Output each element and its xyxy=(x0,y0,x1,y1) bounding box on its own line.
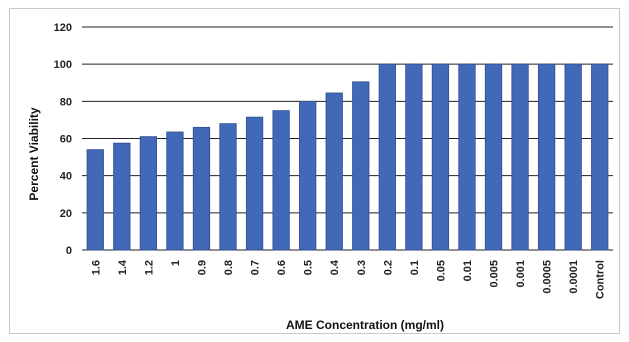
bar xyxy=(325,92,343,251)
bar xyxy=(272,110,290,251)
x-tick-labels: 1.6 1.4 1.2 1 0.9 0.8 0.7 0.6 0.5 0.4 0.3 0.2 0.1 0.0… xyxy=(90,259,606,299)
bar xyxy=(511,63,529,251)
y-tick-labels: 0 20 40 60 80 100 120 xyxy=(54,22,72,257)
y-tick-label: 0 xyxy=(66,245,72,257)
bar xyxy=(219,123,237,251)
x-tick-label: Control xyxy=(595,260,607,299)
y-axis-title: Percent Viability xyxy=(27,107,41,200)
y-tick-label: 80 xyxy=(60,96,72,108)
x-tick-label: 0.9 xyxy=(196,260,208,275)
bar xyxy=(564,63,582,251)
x-tick-label: 0.01 xyxy=(462,260,474,281)
y-tick-label: 60 xyxy=(60,134,72,146)
x-tick-label: 1 xyxy=(170,260,182,266)
bar xyxy=(192,126,211,251)
x-tick-label: 0.6 xyxy=(276,260,288,275)
x-tick-label: 0.0005 xyxy=(542,260,554,294)
x-tick-label: 0.0001 xyxy=(568,260,580,294)
y-tick-label: 120 xyxy=(54,22,72,34)
bar xyxy=(591,63,609,251)
bar xyxy=(405,63,423,251)
bars xyxy=(86,63,609,251)
x-tick-label: 0.2 xyxy=(382,260,394,275)
x-tick-label: 0.005 xyxy=(489,260,501,288)
x-tick-label: 0.1 xyxy=(409,260,421,275)
bar-chart: 0 20 40 60 80 100 120 1.6 1.4 1.2 1 0.9 0.8 0.7 0.6 0.… xyxy=(27,22,613,332)
x-tick-label: 1.2 xyxy=(143,260,155,275)
x-tick-label: 0.7 xyxy=(250,260,262,275)
bar xyxy=(113,142,131,251)
x-tick-label: 0.5 xyxy=(303,260,315,275)
y-tick-label: 40 xyxy=(60,171,72,183)
x-tick-label: 0.05 xyxy=(435,260,447,281)
x-tick-label: 1.4 xyxy=(117,259,129,275)
bar xyxy=(139,136,158,251)
x-tick-label: 0.001 xyxy=(515,260,527,288)
bar xyxy=(166,131,184,251)
bar xyxy=(537,63,556,251)
x-tick-label: 1.6 xyxy=(90,260,102,275)
bar xyxy=(352,81,370,251)
y-tick-label: 100 xyxy=(54,59,72,71)
x-tick-label: 0.4 xyxy=(329,259,341,275)
chart-frame: 0 20 40 60 80 100 120 1.6 1.4 1.2 1 0.9 0.8 0.7 0.6 0.… xyxy=(9,8,620,334)
bar xyxy=(378,63,396,251)
x-axis-title: AME Concentration (mg/ml) xyxy=(286,318,444,332)
bar xyxy=(86,149,104,251)
bar xyxy=(431,63,450,251)
x-tick-label: 0.8 xyxy=(223,260,235,275)
bar xyxy=(245,116,264,251)
bar xyxy=(458,63,476,251)
gridlines xyxy=(82,26,613,251)
x-tick-label: 0.3 xyxy=(356,260,368,275)
bar xyxy=(299,100,317,251)
bar xyxy=(484,63,503,251)
y-tick-label: 20 xyxy=(60,208,72,220)
